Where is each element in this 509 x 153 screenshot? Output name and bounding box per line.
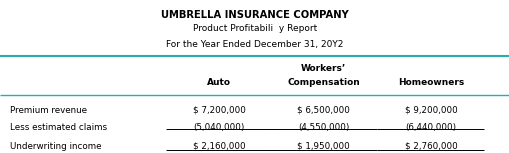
Text: UMBRELLA INSURANCE COMPANY: UMBRELLA INSURANCE COMPANY [161, 10, 348, 20]
Text: For the Year Ended December 31, 20Y2: For the Year Ended December 31, 20Y2 [166, 40, 343, 49]
Text: Premium revenue: Premium revenue [10, 106, 87, 115]
Text: $ 6,500,000: $ 6,500,000 [297, 106, 350, 115]
Text: Homeowners: Homeowners [397, 78, 463, 87]
Text: $ 7,200,000: $ 7,200,000 [192, 106, 245, 115]
Text: (5,040,000): (5,040,000) [193, 123, 244, 132]
Text: $ 2,160,000: $ 2,160,000 [192, 142, 245, 151]
Text: $ 9,200,000: $ 9,200,000 [404, 106, 457, 115]
Text: Product Profitabili  y Report: Product Profitabili y Report [192, 24, 317, 34]
Text: Compensation: Compensation [287, 78, 359, 87]
Text: Less estimated claims: Less estimated claims [10, 123, 107, 132]
Text: $ 2,760,000: $ 2,760,000 [404, 142, 457, 151]
Text: Underwriting income: Underwriting income [10, 142, 101, 151]
Text: $ 1,950,000: $ 1,950,000 [297, 142, 350, 151]
Text: (4,550,000): (4,550,000) [298, 123, 349, 132]
Text: Workers’: Workers’ [301, 64, 346, 73]
Text: (6,440,000): (6,440,000) [405, 123, 456, 132]
Text: Auto: Auto [207, 78, 231, 87]
